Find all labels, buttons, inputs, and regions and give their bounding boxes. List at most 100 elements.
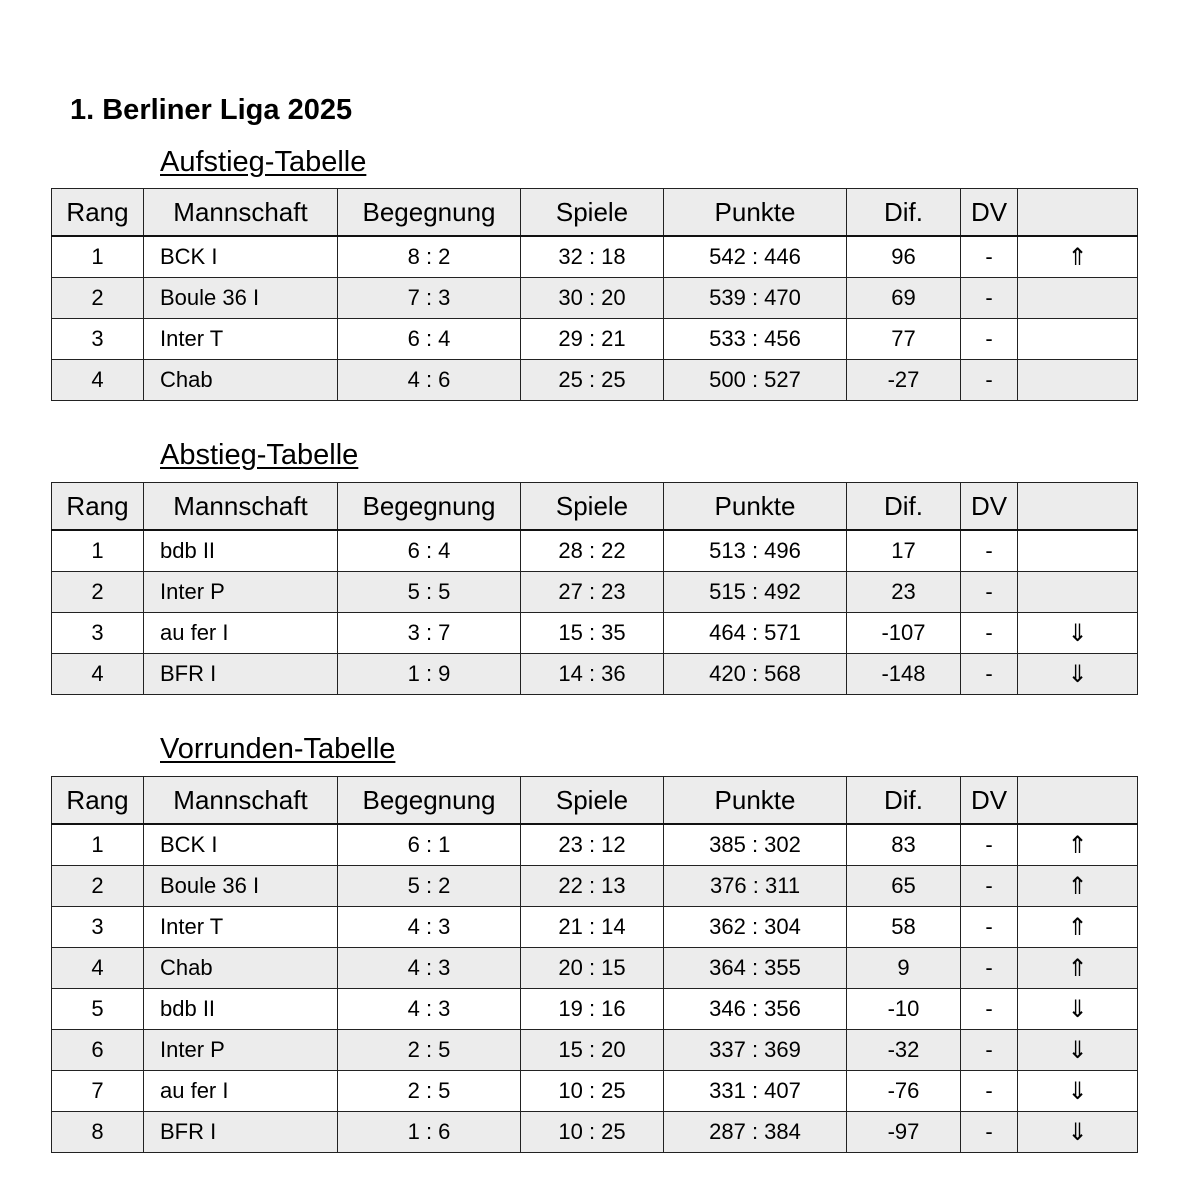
column-header-games: Spiele [520,776,664,825]
cell-diff: 77 [846,318,961,360]
cell-trend [1017,359,1138,401]
cell-rank: 1 [51,529,144,572]
cell-games: 25 : 25 [520,359,664,401]
cell-diff: 65 [846,865,961,907]
cell-rank: 8 [51,1111,144,1153]
cell-matches: 4 : 3 [337,988,521,1030]
column-header-team: Mannschaft [143,776,338,825]
cell-points: 346 : 356 [663,988,847,1030]
cell-dv: - [960,823,1018,866]
cell-matches: 4 : 3 [337,906,521,948]
cell-trend [1017,318,1138,360]
cell-team: au fer I [143,612,338,654]
cell-matches: 6 : 4 [337,318,521,360]
cell-dv: - [960,318,1018,360]
cell-dv: - [960,612,1018,654]
cell-points: 539 : 470 [663,277,847,319]
cell-dv: - [960,865,1018,907]
column-header-points: Punkte [663,188,847,237]
cell-dv: - [960,571,1018,613]
cell-trend [1017,529,1138,572]
cell-rank: 4 [51,653,144,695]
table-heading: Vorrunden-Tabelle [160,733,396,765]
cell-rank: 3 [51,612,144,654]
cell-games: 15 : 20 [520,1029,664,1071]
cell-matches: 4 : 3 [337,947,521,989]
cell-games: 14 : 36 [520,653,664,695]
cell-points: 513 : 496 [663,529,847,572]
column-header-rank: Rang [51,188,144,237]
cell-rank: 3 [51,318,144,360]
cell-dv: - [960,1070,1018,1112]
column-header-team: Mannschaft [143,482,338,531]
arrow-down-icon: ⇓ [1017,1111,1138,1153]
column-header-points: Punkte [663,776,847,825]
cell-matches: 4 : 6 [337,359,521,401]
cell-rank: 3 [51,906,144,948]
table-heading: Aufstieg-Tabelle [160,146,367,178]
cell-games: 19 : 16 [520,988,664,1030]
cell-team: bdb II [143,988,338,1030]
cell-dv: - [960,235,1018,278]
cell-team: Boule 36 I [143,277,338,319]
cell-dv: - [960,277,1018,319]
cell-matches: 2 : 5 [337,1029,521,1071]
table-heading: Abstieg-Tabelle [160,439,359,471]
page-title: 1. Berliner Liga 2025 [70,94,353,126]
cell-rank: 2 [51,865,144,907]
table-row: 4 Chab 4 : 3 20 : 15 364 : 355 9- ⇑ [51,947,1138,989]
cell-points: 385 : 302 [663,823,847,866]
arrow-down-icon: ⇓ [1017,653,1138,695]
cell-team: Inter P [143,1029,338,1071]
arrow-up-icon: ⇑ [1017,906,1138,948]
table-row: 4 Chab 4 : 6 25 : 25 500 : 527 -27- [51,359,1138,401]
cell-points: 420 : 568 [663,653,847,695]
cell-games: 28 : 22 [520,529,664,572]
cell-dv: - [960,1029,1018,1071]
column-header-rank: Rang [51,776,144,825]
cell-dv: - [960,906,1018,948]
arrow-down-icon: ⇓ [1017,612,1138,654]
column-header-dv: DV [960,188,1018,237]
cell-team: Boule 36 I [143,865,338,907]
cell-matches: 7 : 3 [337,277,521,319]
cell-rank: 2 [51,277,144,319]
cell-rank: 2 [51,571,144,613]
cell-points: 542 : 446 [663,235,847,278]
cell-games: 20 : 15 [520,947,664,989]
cell-points: 515 : 492 [663,571,847,613]
cell-team: BCK I [143,823,338,866]
arrow-up-icon: ⇑ [1017,235,1138,278]
cell-matches: 6 : 1 [337,823,521,866]
cell-rank: 5 [51,988,144,1030]
cell-points: 500 : 527 [663,359,847,401]
cell-matches: 1 : 9 [337,653,521,695]
cell-rank: 1 [51,235,144,278]
cell-dv: - [960,529,1018,572]
cell-games: 29 : 21 [520,318,664,360]
cell-diff: 96 [846,235,961,278]
arrow-up-icon: ⇑ [1017,865,1138,907]
cell-team: bdb II [143,529,338,572]
cell-points: 376 : 311 [663,865,847,907]
column-header-diff: Dif. [846,188,961,237]
cell-matches: 6 : 4 [337,529,521,572]
cell-points: 464 : 571 [663,612,847,654]
column-header-rank: Rang [51,482,144,531]
cell-trend [1017,571,1138,613]
cell-diff: 17 [846,529,961,572]
cell-points: 337 : 369 [663,1029,847,1071]
column-header-diff: Dif. [846,482,961,531]
cell-team: Inter T [143,318,338,360]
cell-games: 22 : 13 [520,865,664,907]
column-header-matches: Begegnung [337,188,521,237]
column-header-diff: Dif. [846,776,961,825]
arrow-down-icon: ⇓ [1017,1029,1138,1071]
